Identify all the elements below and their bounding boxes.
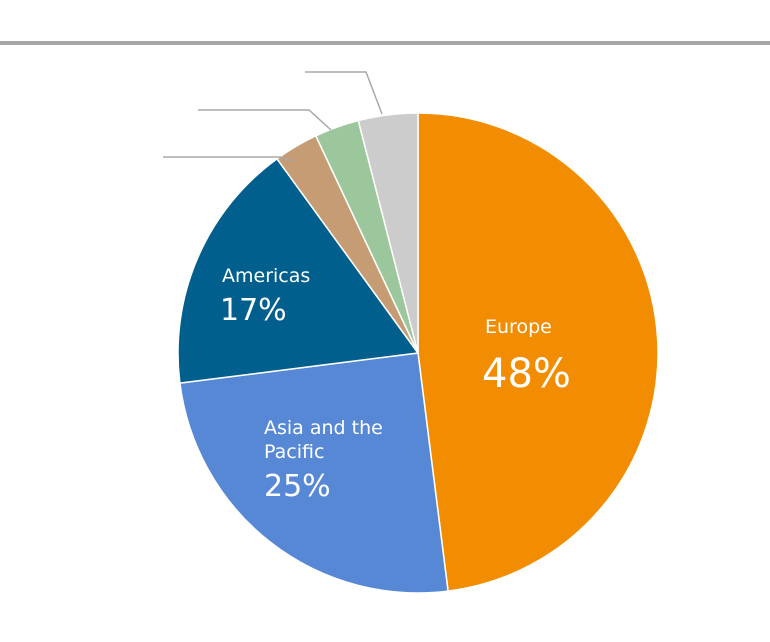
leader-line-slice-5 [198,109,332,131]
leader-lines [163,71,383,162]
slice-label-asia-pacific-line-1: Asia and the [264,417,383,439]
pie-slice-3 [177,157,420,384]
leader-line-slice-6 [305,71,383,115]
slice-value-asia-pacific: 25% [264,469,331,504]
slice-label-americas: Americas [222,265,310,287]
pie-slice-1 [417,112,659,592]
pie-slice-2 [179,352,449,594]
slice-label-asia-pacific: Asia and the Pacific [264,417,383,463]
pie-slice-6 [357,112,419,354]
slice-labels: Europe 48% Americas 17% Asia and the Paci… [220,265,571,504]
slice-value-europe: 48% [482,351,571,397]
slice-label-europe: Europe [485,316,552,338]
slice-value-americas: 17% [220,293,287,328]
leader-line-slice-4 [163,156,293,162]
pie-slices [177,112,659,594]
slice-label-asia-pacific-line-2: Pacific [264,441,324,463]
